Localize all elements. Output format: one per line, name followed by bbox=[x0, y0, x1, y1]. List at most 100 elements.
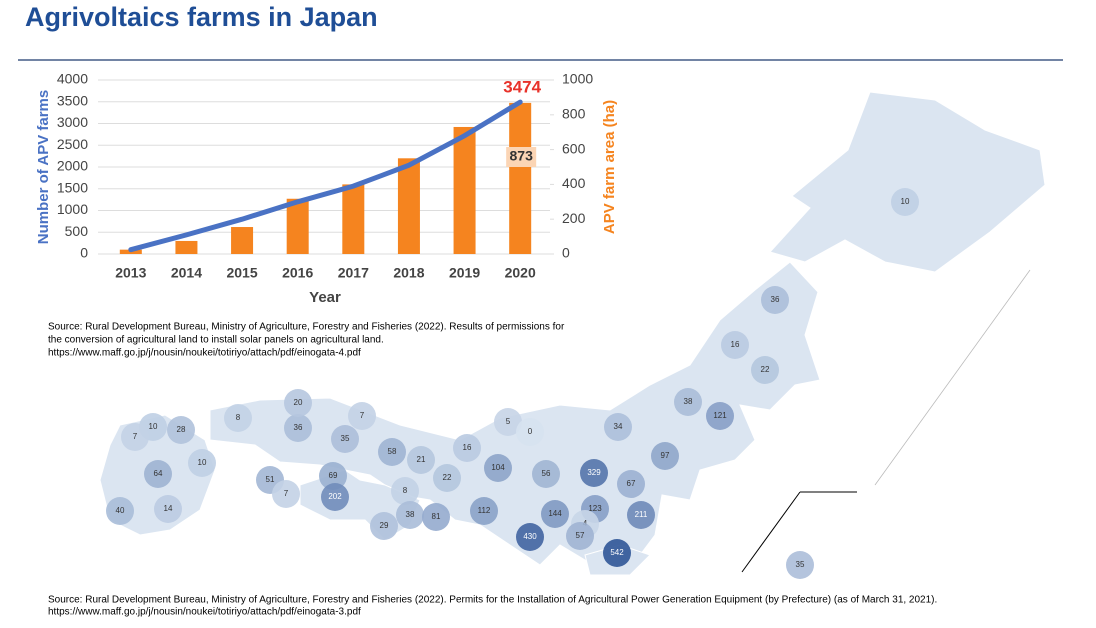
prefecture-value: 211 bbox=[635, 510, 648, 519]
prefecture-area bbox=[433, 464, 461, 492]
x-axis-label: Year bbox=[309, 289, 341, 306]
prefecture-area bbox=[516, 418, 544, 446]
x-tick-label: 2013 bbox=[115, 265, 146, 281]
y-tick-label: 3000 bbox=[57, 114, 88, 130]
bar bbox=[342, 184, 365, 254]
source-text: the conversion of agricultural land to i… bbox=[48, 335, 384, 346]
y-tick-label: 0 bbox=[80, 245, 88, 261]
prefecture-area bbox=[453, 434, 481, 462]
bar bbox=[175, 240, 198, 254]
y2-tick-label: 1000 bbox=[562, 71, 593, 87]
prefecture-value: 7 bbox=[133, 432, 138, 441]
y2-tick-label: 400 bbox=[562, 175, 586, 191]
prefecture-area bbox=[319, 462, 347, 490]
prefecture-area bbox=[144, 460, 172, 488]
y-tick-label: 2000 bbox=[57, 158, 88, 174]
prefecture-area bbox=[378, 438, 406, 466]
prefecture-value: 123 bbox=[588, 504, 602, 513]
bar bbox=[231, 227, 254, 254]
prefecture-area bbox=[396, 501, 424, 529]
source-block: Source: Rural Development Bureau, Minist… bbox=[48, 322, 565, 359]
prefecture-value: 81 bbox=[432, 512, 441, 521]
prefecture-value: 58 bbox=[388, 447, 397, 456]
prefecture-value: 38 bbox=[684, 397, 693, 406]
prefecture-area bbox=[321, 483, 349, 511]
prefecture-area bbox=[284, 389, 312, 417]
prefecture-value: 7 bbox=[360, 411, 365, 420]
prefecture-area bbox=[494, 408, 522, 436]
y-tick-label: 3500 bbox=[57, 92, 88, 108]
prefecture-area bbox=[272, 480, 300, 508]
data-label-box bbox=[506, 147, 537, 167]
prefecture-value: 112 bbox=[478, 506, 491, 515]
prefecture-value: 29 bbox=[380, 521, 389, 530]
prefecture-area bbox=[188, 449, 216, 477]
y2-tick-label: 800 bbox=[562, 106, 586, 122]
prefecture-area bbox=[106, 497, 134, 525]
prefecture-area bbox=[617, 470, 645, 498]
prefecture-value: 69 bbox=[329, 471, 338, 480]
bar bbox=[397, 158, 420, 254]
prefecture-value: 22 bbox=[443, 473, 452, 482]
prefecture-value: 542 bbox=[610, 548, 624, 557]
prefecture-value: 57 bbox=[576, 531, 585, 540]
prefecture-value: 38 bbox=[406, 510, 415, 519]
x-tick-label: 2017 bbox=[338, 265, 369, 281]
prefecture-area bbox=[674, 388, 702, 416]
prefecture-value: 5 bbox=[506, 417, 511, 426]
x-tick-label: 2016 bbox=[282, 265, 313, 281]
prefecture-value: 36 bbox=[294, 423, 303, 432]
prefecture-area bbox=[370, 512, 398, 540]
prefecture-value: 329 bbox=[587, 468, 601, 477]
prefecture-area bbox=[284, 414, 312, 442]
source-text: https://www.maff.go.jp/j/nousin/noukei/t… bbox=[48, 607, 361, 618]
prefecture-value: 202 bbox=[328, 492, 342, 501]
prefecture-value: 8 bbox=[403, 486, 408, 495]
y-tick-label: 1500 bbox=[57, 179, 88, 195]
y2-axis-label: APV farm area (ha) bbox=[601, 100, 618, 234]
prefecture-value: 35 bbox=[341, 434, 350, 443]
x-tick-label: 2014 bbox=[171, 265, 202, 281]
prefecture-value: 51 bbox=[266, 475, 275, 484]
prefecture-area bbox=[891, 188, 919, 216]
prefecture-area bbox=[470, 497, 498, 525]
prefecture-value: 34 bbox=[614, 422, 623, 431]
bar bbox=[286, 198, 309, 254]
prefecture-area bbox=[566, 522, 594, 550]
prefecture-value: 104 bbox=[491, 463, 505, 472]
y-tick-label: 1000 bbox=[57, 201, 88, 217]
prefecture-area bbox=[721, 331, 749, 359]
map-inset-frame bbox=[741, 491, 857, 573]
bar bbox=[453, 126, 476, 254]
prefecture-value: 10 bbox=[901, 197, 910, 206]
data-label: 873 bbox=[510, 148, 534, 164]
prefecture-value: 22 bbox=[761, 365, 770, 374]
prefecture-area bbox=[167, 416, 195, 444]
y2-tick-label: 0 bbox=[562, 245, 570, 261]
source-text: Source: Rural Development Bureau, Minist… bbox=[48, 595, 937, 606]
line bbox=[128, 99, 523, 253]
prefecture-value: 16 bbox=[463, 443, 472, 452]
prefecture-area bbox=[751, 356, 779, 384]
prefecture-value: 10 bbox=[149, 422, 158, 431]
prefecture-area bbox=[391, 477, 419, 505]
y-axis-label: Number of APV farms bbox=[35, 90, 52, 244]
prefecture-area bbox=[786, 551, 814, 579]
prefecture-area bbox=[706, 402, 734, 430]
prefecture-area bbox=[121, 423, 149, 451]
prefecture-value: 21 bbox=[417, 455, 426, 464]
prefecture-value: 20 bbox=[294, 398, 303, 407]
prefecture-area bbox=[627, 501, 655, 529]
prefecture-area bbox=[348, 402, 376, 430]
prefecture-area bbox=[761, 286, 789, 314]
prefecture-area bbox=[224, 404, 252, 432]
prefecture-area bbox=[541, 500, 569, 528]
y-tick-label: 4000 bbox=[57, 71, 88, 87]
prefecture-value: 64 bbox=[154, 469, 163, 478]
y-tick-label: 500 bbox=[65, 223, 89, 239]
x-tick-label: 2018 bbox=[393, 265, 424, 281]
prefecture-value: 144 bbox=[548, 509, 562, 518]
prefecture-value: 67 bbox=[627, 479, 636, 488]
